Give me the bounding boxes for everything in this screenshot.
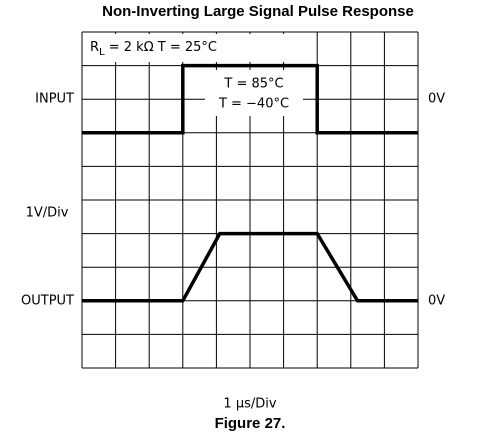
annotation-part: R (90, 40, 99, 55)
annotation-bg (84, 34, 298, 62)
waveform (82, 63, 418, 135)
annotation-part: = 2 kΩ T = 25°C (105, 40, 217, 55)
caption: Figure 27. (215, 415, 286, 432)
annotation: RL = 2 kΩ T = 25°C (90, 40, 217, 59)
series-label: INPUT (35, 92, 74, 107)
y-label: 1V/Div (26, 206, 69, 221)
chart-title: Non-Inverting Large Signal Pulse Respons… (102, 3, 414, 20)
annotation: T = 85°C (223, 77, 283, 92)
zero-label: 0V (428, 293, 445, 308)
x-label: 1 μs/Div (223, 397, 276, 412)
waveform (82, 231, 418, 303)
annotation-bg (205, 70, 303, 116)
annotation: T = −40°C (218, 97, 289, 112)
series-label: OUTPUT (21, 293, 74, 308)
annotation-part: L (99, 47, 105, 58)
zero-label: 0V (428, 92, 445, 107)
